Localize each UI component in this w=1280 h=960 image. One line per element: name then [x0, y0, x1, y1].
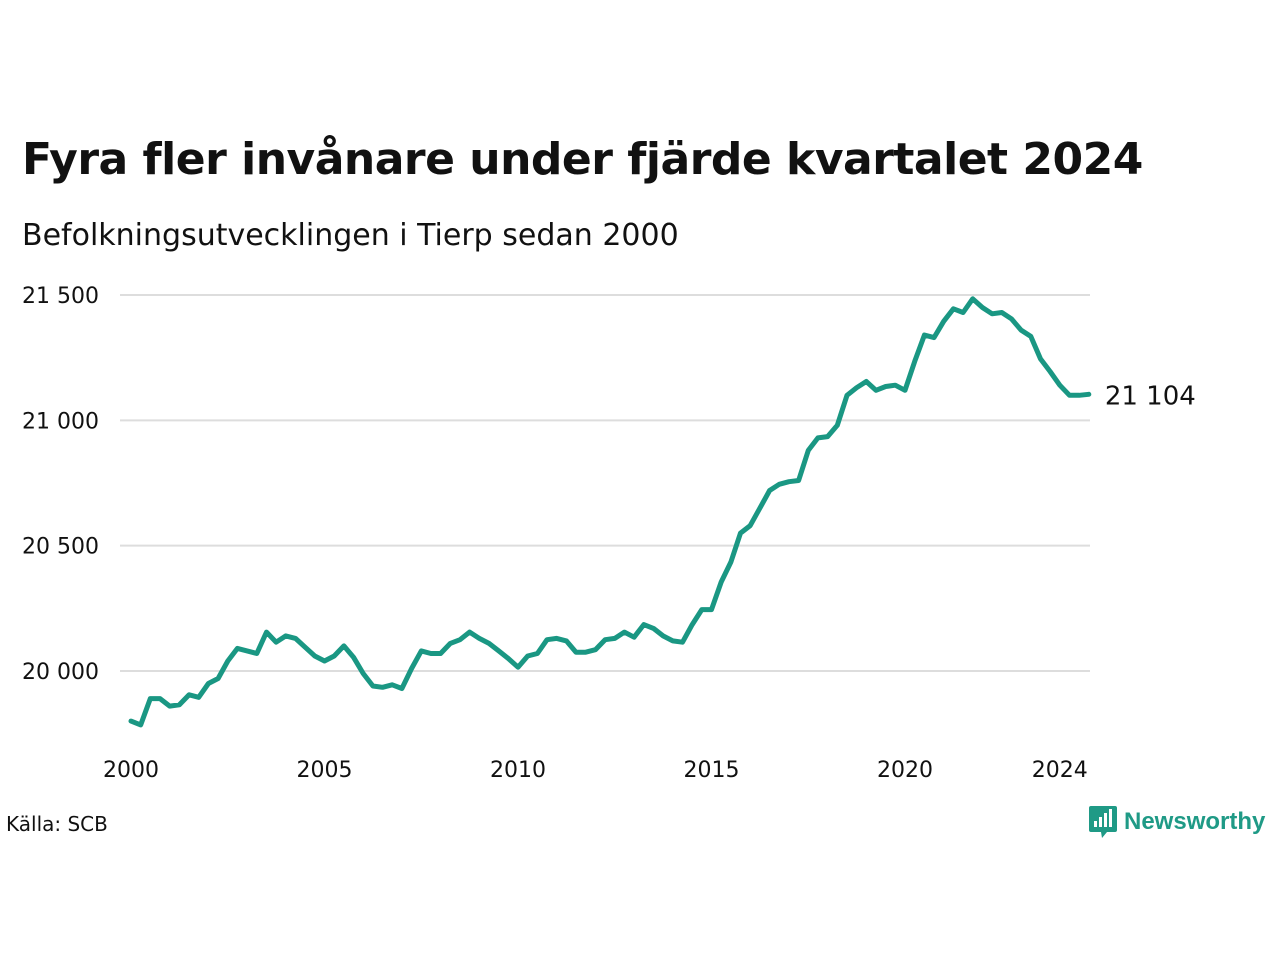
- x-tick-label: 2005: [297, 758, 353, 783]
- chart-title: Fyra fler invånare under fjärde kvartale…: [22, 134, 1143, 185]
- x-tick-label: 2000: [103, 758, 159, 783]
- y-tick-label: 21 000: [22, 409, 99, 434]
- end-value-label: 21 104: [1105, 381, 1196, 411]
- y-tick-label: 20 500: [22, 535, 99, 560]
- x-tick-label: 2020: [877, 758, 933, 783]
- x-tick-label: 2015: [684, 758, 740, 783]
- y-tick-label: 21 500: [22, 284, 99, 309]
- source-note: Källa: SCB: [6, 812, 108, 836]
- x-tick-label: 2024: [1032, 758, 1088, 783]
- brand-logo: Newsworthy: [1088, 804, 1265, 840]
- newsworthy-logo-icon: [1089, 806, 1117, 838]
- x-tick-label: 2010: [490, 758, 546, 783]
- brand-name: Newsworthy: [1124, 808, 1266, 835]
- population-line: [128, 296, 1092, 728]
- chart-subtitle: Befolkningsutvecklingen i Tierp sedan 20…: [22, 218, 679, 253]
- y-tick-label: 20 000: [22, 660, 99, 685]
